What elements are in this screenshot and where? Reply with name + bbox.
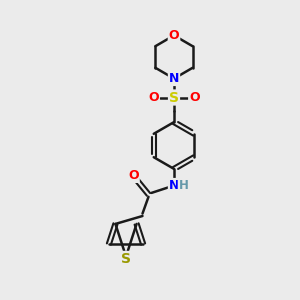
Text: O: O: [148, 91, 159, 104]
Text: S: S: [169, 91, 179, 104]
Text: N: N: [169, 72, 179, 85]
Text: N: N: [169, 179, 179, 192]
Text: O: O: [128, 169, 139, 182]
Text: O: O: [189, 91, 200, 104]
Text: S: S: [121, 252, 131, 266]
Text: O: O: [169, 29, 179, 42]
Text: H: H: [179, 179, 188, 192]
